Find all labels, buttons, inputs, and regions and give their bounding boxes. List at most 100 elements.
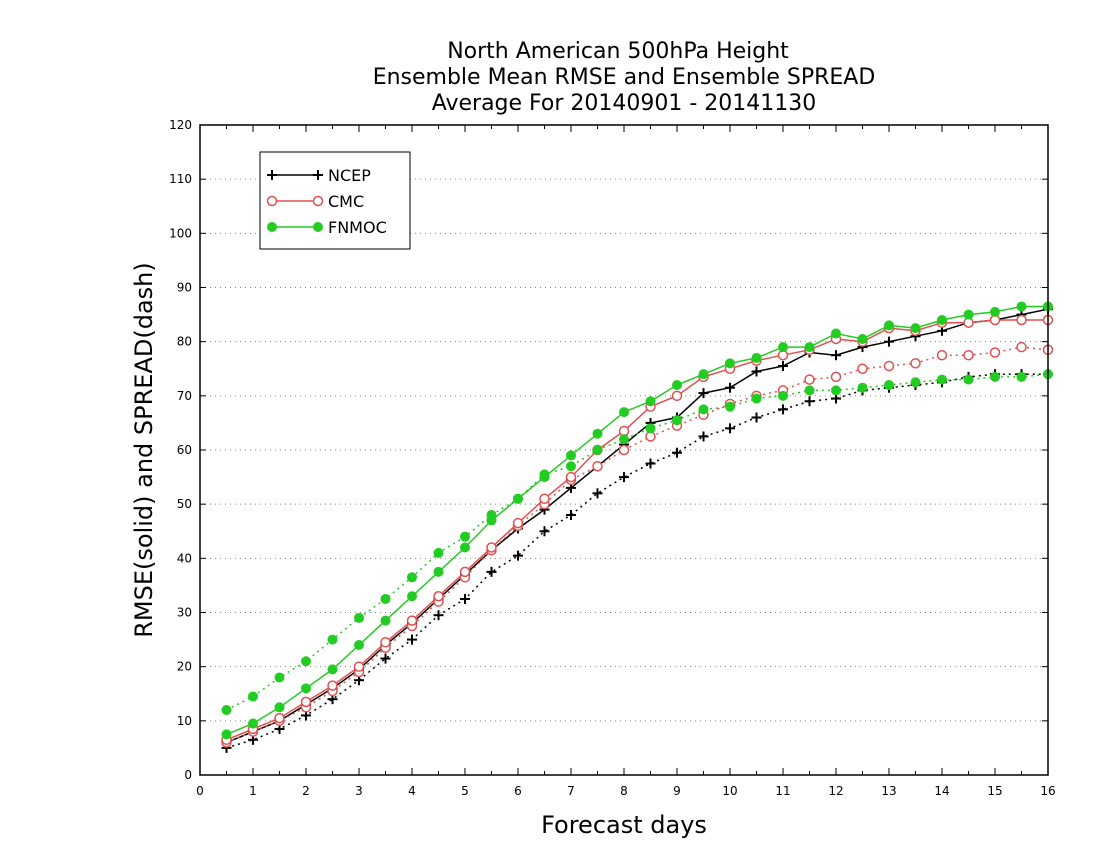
fnmoc-rmse-point [221,729,232,740]
fnmoc-spread-point [407,572,417,583]
cmc-rmse-point [1016,314,1027,326]
x-tick-label: 0 [196,784,204,798]
chart-title-line-1: North American 500hPa Height [447,39,789,64]
cmc-rmse-point [300,696,312,708]
fnmoc-spread-point [725,401,735,412]
cmc-rmse-point [671,390,683,402]
fnmoc-rmse-point [433,566,444,577]
fnmoc-rmse-point [486,515,497,526]
cmc-spread-point [963,349,974,361]
ncep-spread-point [619,472,629,483]
fnmoc-rmse-point [937,315,947,325]
ncep-spread-point [645,458,656,469]
cmc-rmse-point [433,591,444,602]
fnmoc-rmse-point [592,428,603,439]
fnmoc-rmse-point [672,380,682,390]
fnmoc-rmse-line [226,305,1048,736]
cmc-spread-point [883,360,895,372]
ncep-spread-point [407,634,417,645]
fnmoc-spread-point [831,385,841,396]
fnmoc-rmse-point [619,407,629,418]
ncep-spread-point [804,396,815,407]
fnmoc-spread-point [380,593,391,604]
cmc-rmse-point [539,493,550,504]
ncep-spread-point [698,431,709,442]
fnmoc-rmse-point [460,542,470,553]
y-tick-label: 80 [177,335,192,349]
legend-ncep-marker-left [267,170,277,180]
chart-title-line-2: Ensemble Mean RMSE and Ensemble SPREAD [373,65,876,90]
fnmoc-spread-point [672,415,682,426]
fnmoc-spread-point [910,377,921,388]
fnmoc-spread-point [460,531,470,542]
ncep-rmse-point [751,366,762,377]
series-layer [221,301,1054,753]
ncep-rmse-line [226,308,1049,744]
legend-ncep-marker-right [313,170,323,180]
fnmoc-rmse-point [751,352,762,363]
fnmoc-spread-point [990,371,1000,382]
fnmoc-spread-point [566,461,576,472]
fnmoc-rmse-point [354,640,364,650]
x-tick-label: 2 [302,784,310,798]
y-tick-label: 20 [177,660,192,674]
fnmoc-spread-point [937,374,947,385]
chart-title-line-3: Average For 20140901 - 20141130 [432,91,817,116]
fnmoc-rmse-point [725,358,735,369]
ncep-spread-point [539,526,550,537]
y-tick-label: 40 [177,551,192,565]
x-tick-label: 1 [249,784,257,798]
cmc-rmse-point [459,566,471,578]
y-tick-label: 50 [177,497,192,511]
legend: NCEP CMC FNMOC [259,151,411,250]
fnmoc-spread-point [884,380,894,390]
x-axis-title: Forecast days [541,811,707,839]
ncep-rmse-point [698,388,709,399]
fnmoc-spread-point [248,691,258,702]
x-tick-label: 5 [461,784,469,798]
cmc-rmse-point [380,637,391,648]
fnmoc-spread-point [274,672,285,683]
cmc-rmse-point [327,680,338,691]
x-tick-label: 7 [567,784,575,798]
cmc-rmse-point [565,471,577,483]
cmc-spread-point [592,461,603,472]
y-tick-label: 60 [177,443,192,457]
y-axis-title: RMSE(solid) and SPREAD(dash) [130,262,158,638]
y-tick-label: 30 [177,606,192,620]
fnmoc-rmse-point [831,328,841,339]
fnmoc-rmse-point [1016,301,1027,312]
ncep-rmse-point [725,382,735,393]
cmc-spread-point [830,371,842,383]
fnmoc-spread-point [963,374,974,385]
y-tick-label: 10 [177,714,192,728]
cmc-rmse-point [406,615,418,626]
x-tick-label: 4 [408,784,416,798]
x-tick-label: 12 [828,784,843,798]
fnmoc-rmse-point [884,320,894,331]
fnmoc-rmse-point [407,591,417,602]
fnmoc-spread-point [433,547,444,558]
cmc-spread-point [1016,341,1027,353]
fnmoc-spread-point [301,656,311,667]
fnmoc-rmse-point [963,309,974,320]
fnmoc-spread-point [778,390,788,401]
ncep-spread-point [460,593,470,604]
fnmoc-rmse-point [804,342,815,353]
fnmoc-rmse-point [778,342,788,353]
ncep-spread-point [486,566,497,577]
fnmoc-rmse-point [301,683,311,694]
cmc-spread-point [804,374,815,385]
ncep-spread-point [751,412,762,423]
legend-cmc-label: CMC [328,192,364,211]
fnmoc-rmse-point [513,493,523,504]
y-tick-label: 90 [177,281,192,295]
fnmoc-rmse-point [539,472,550,483]
fnmoc-rmse-point [248,718,258,729]
fnmoc-spread-point [751,393,762,404]
cmc-spread-point [857,363,868,374]
ncep-spread-point [566,510,576,520]
